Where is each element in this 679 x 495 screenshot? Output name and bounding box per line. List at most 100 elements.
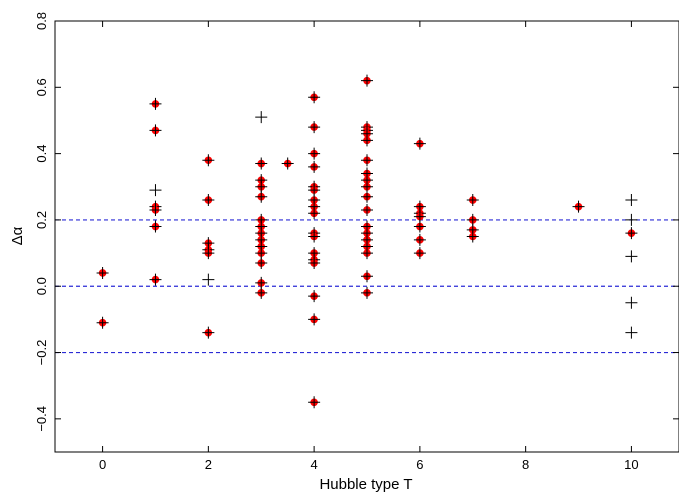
x-tick-label: 0 bbox=[99, 457, 106, 472]
data-point-cross bbox=[202, 154, 215, 167]
data-point bbox=[149, 97, 162, 110]
data-points bbox=[96, 74, 638, 409]
data-point bbox=[202, 154, 215, 167]
data-point-cross bbox=[255, 286, 268, 299]
data-point-cross bbox=[149, 273, 162, 286]
data-point-cross bbox=[149, 97, 162, 110]
data-point-cross bbox=[466, 194, 479, 207]
data-point-cross bbox=[572, 200, 585, 213]
data-point bbox=[149, 220, 162, 233]
x-tick-label: 6 bbox=[416, 457, 423, 472]
data-point bbox=[466, 194, 479, 207]
data-point-cross bbox=[149, 203, 162, 216]
y-tick-label: 0.4 bbox=[34, 145, 49, 163]
data-point bbox=[149, 184, 162, 197]
data-point bbox=[625, 250, 638, 263]
y-axis-label: Δα bbox=[9, 226, 26, 245]
data-point-cross bbox=[308, 290, 321, 303]
data-point bbox=[308, 200, 321, 213]
data-point bbox=[308, 121, 321, 134]
data-point-cross bbox=[361, 203, 373, 216]
data-point-cross bbox=[308, 313, 321, 326]
data-point-cross bbox=[625, 326, 638, 339]
x-tick-label: 10 bbox=[624, 457, 638, 472]
data-point-cross bbox=[308, 121, 321, 134]
plot-frame bbox=[54, 20, 679, 453]
x-tick-label: 2 bbox=[205, 457, 212, 472]
reference-lines bbox=[55, 219, 679, 354]
data-point-cross bbox=[308, 207, 321, 220]
data-point bbox=[308, 396, 321, 409]
data-point bbox=[308, 160, 321, 173]
data-point bbox=[281, 157, 294, 170]
x-axis-label: Hubble type T bbox=[319, 476, 412, 493]
data-point bbox=[255, 111, 268, 124]
data-point bbox=[255, 227, 268, 240]
data-point-cross bbox=[202, 247, 215, 260]
data-point-cross bbox=[361, 74, 373, 87]
x-axis: 0 2 4 6 8 10 bbox=[99, 21, 639, 472]
data-point bbox=[149, 273, 162, 286]
data-point bbox=[413, 137, 426, 150]
data-point-cross bbox=[361, 154, 373, 167]
data-point bbox=[361, 270, 373, 283]
y-tick-label: −0.2 bbox=[34, 340, 49, 366]
data-point bbox=[308, 207, 321, 220]
data-point bbox=[361, 74, 373, 87]
data-point-cross bbox=[466, 230, 479, 243]
data-point bbox=[413, 220, 426, 233]
data-point bbox=[413, 233, 426, 246]
data-point-cross bbox=[149, 124, 162, 137]
data-point-cross bbox=[625, 227, 638, 240]
data-point-cross bbox=[361, 247, 373, 260]
data-point-cross bbox=[308, 230, 321, 243]
data-point-cross bbox=[361, 270, 373, 283]
data-point bbox=[255, 190, 268, 203]
data-point bbox=[308, 257, 321, 270]
data-point-cross bbox=[255, 157, 268, 170]
data-point bbox=[361, 203, 373, 216]
data-point-cross bbox=[96, 316, 109, 329]
data-point bbox=[255, 286, 268, 299]
data-point-cross bbox=[625, 213, 638, 226]
data-point bbox=[255, 157, 268, 170]
data-point bbox=[361, 134, 373, 147]
data-point bbox=[413, 247, 426, 260]
y-axis: −0.4 −0.2 0.0 0.2 0.4 0.6 0.8 bbox=[34, 12, 679, 432]
data-point-cross bbox=[281, 157, 294, 170]
data-point-cross bbox=[255, 111, 268, 124]
data-point bbox=[149, 203, 162, 216]
x-tick-label: 4 bbox=[311, 457, 318, 472]
y-tick-label: 0.8 bbox=[34, 12, 49, 30]
data-point-cross bbox=[202, 273, 215, 286]
y-tick-label: 0.0 bbox=[34, 277, 49, 295]
data-point bbox=[308, 147, 321, 160]
data-point bbox=[361, 154, 373, 167]
data-point bbox=[361, 247, 373, 260]
data-point bbox=[466, 230, 479, 243]
data-point bbox=[625, 326, 638, 339]
data-point bbox=[361, 286, 373, 299]
data-point bbox=[255, 257, 268, 270]
data-point bbox=[308, 230, 321, 243]
data-point bbox=[96, 266, 109, 279]
data-point-cross bbox=[361, 134, 373, 147]
data-point bbox=[96, 316, 109, 329]
data-point-cross bbox=[149, 184, 162, 197]
y-tick-label: 0.2 bbox=[34, 211, 49, 229]
data-point bbox=[202, 326, 215, 339]
data-point bbox=[625, 213, 638, 226]
data-point-cross bbox=[96, 266, 109, 279]
data-point bbox=[361, 174, 373, 187]
data-point bbox=[572, 200, 585, 213]
y-tick-label: −0.4 bbox=[34, 406, 49, 432]
data-point bbox=[625, 296, 638, 309]
data-point-cross bbox=[308, 147, 321, 160]
data-point-cross bbox=[413, 220, 426, 233]
data-point-cross bbox=[625, 296, 638, 309]
data-point-cross bbox=[255, 190, 268, 203]
data-point-cross bbox=[149, 220, 162, 233]
data-point-cross bbox=[413, 233, 426, 246]
data-point-cross bbox=[413, 137, 426, 150]
